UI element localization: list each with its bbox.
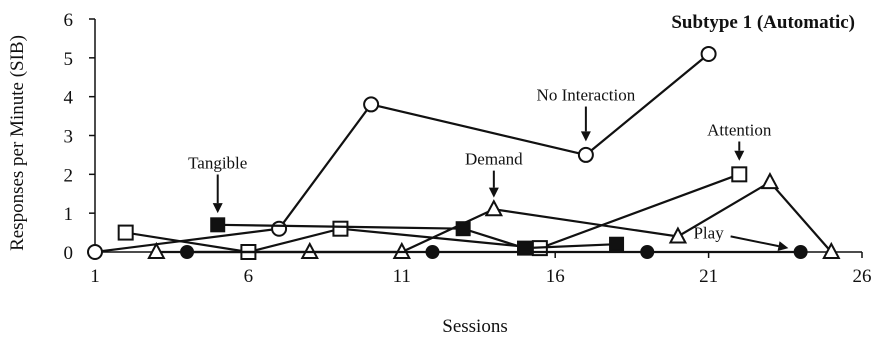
data-point-play	[793, 245, 808, 259]
y-tick-label: 0	[64, 243, 74, 264]
x-tick-label: 6	[244, 266, 254, 287]
series-line-tangible	[217, 223, 617, 250]
series-no-interaction	[87, 45, 717, 260]
data-point-play	[425, 245, 440, 259]
annotation-arrowhead-no-interaction	[580, 131, 591, 142]
series-layer	[87, 45, 841, 260]
annotation-arrowhead-demand	[488, 187, 499, 198]
annotation-arrowhead-attention	[734, 150, 745, 161]
data-point-no-interaction	[271, 220, 288, 237]
annotation-tangible: Tangible	[188, 154, 247, 173]
data-point-demand	[668, 226, 688, 244]
x-tick-label: 1	[90, 266, 100, 287]
x-tick-label: 26	[853, 266, 872, 287]
data-point-attention	[731, 166, 748, 183]
x-axis-ticks: 1 6 11 16 21 26	[90, 252, 872, 287]
data-point-no-interaction	[363, 96, 380, 113]
data-point-attention	[332, 220, 349, 237]
data-point-no-interaction	[577, 146, 594, 163]
annotation-attention: Attention	[707, 121, 772, 140]
annotation-arrowhead-play	[777, 241, 789, 252]
annotation-no-interaction: No Interaction	[537, 86, 636, 105]
chart-subtitle: Subtype 1 (Automatic)	[671, 12, 855, 33]
series-play	[180, 245, 808, 259]
y-tick-label: 4	[64, 88, 74, 109]
data-point-no-interaction	[87, 244, 103, 260]
annotation-arrowhead-tangible	[212, 203, 223, 214]
data-point-no-interaction	[700, 45, 717, 62]
data-point-demand	[822, 241, 841, 259]
y-tick-label: 5	[64, 49, 74, 70]
data-point-demand	[484, 199, 504, 217]
x-axis-title: Sessions	[442, 316, 507, 337]
data-point-attention	[117, 224, 134, 241]
annotation-demand: Demand	[465, 150, 523, 169]
x-tick-label: 21	[699, 266, 718, 287]
x-tick-label: 11	[393, 266, 411, 287]
data-point-demand	[760, 171, 780, 190]
x-tick-label: 16	[546, 266, 565, 287]
data-point-tangible	[210, 217, 226, 233]
y-tick-label: 2	[64, 165, 74, 186]
data-point-play	[640, 245, 655, 259]
annotation-play: Play	[693, 223, 724, 242]
y-axis-title: Responses per Minute (SIB)	[7, 35, 28, 251]
annotations-layer: Tangible Demand No Interaction Attention Pla…	[188, 86, 789, 252]
y-tick-label: 1	[64, 204, 74, 225]
y-tick-label: 6	[64, 10, 74, 31]
annotation-arrow-play	[730, 235, 779, 248]
y-tick-label: 3	[64, 127, 74, 148]
data-point-tangible	[609, 236, 625, 252]
series-line-no-interaction	[94, 53, 710, 254]
data-point-demand	[147, 241, 166, 259]
y-axis-ticks: 0 1 2 3 4 5 6	[64, 10, 95, 264]
data-point-play	[180, 245, 195, 259]
